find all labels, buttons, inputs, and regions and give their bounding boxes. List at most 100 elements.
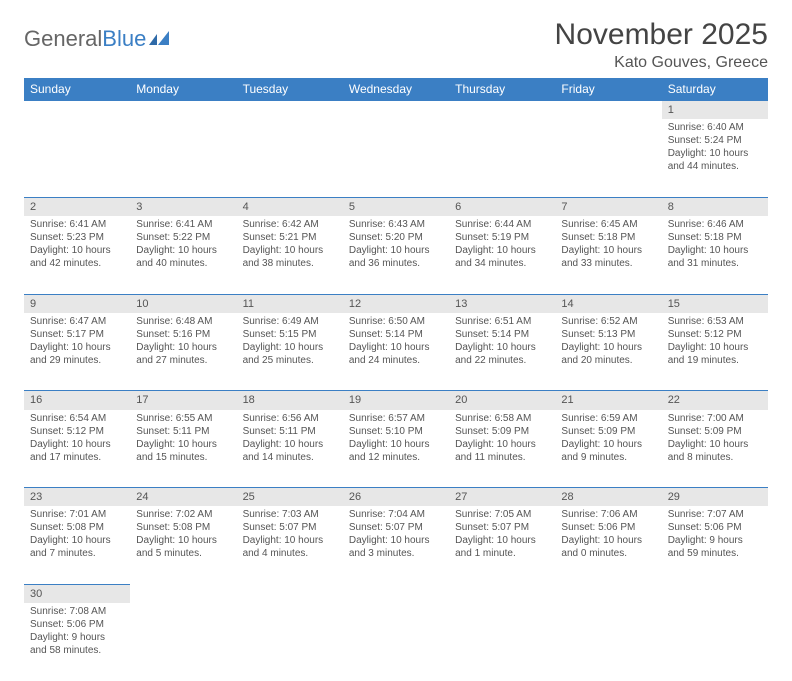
sunrise-line: Sunrise: 6:41 AM: [30, 218, 124, 231]
day-detail-cell: Sunrise: 7:00 AMSunset: 5:09 PMDaylight:…: [662, 410, 768, 488]
daylight-line: Daylight: 10 hours and 33 minutes.: [561, 244, 655, 270]
daylight-line: Daylight: 10 hours and 0 minutes.: [561, 534, 655, 560]
day-number-cell: 16: [24, 391, 130, 410]
day-detail-cell: [343, 603, 449, 681]
day-detail-cell: Sunrise: 7:04 AMSunset: 5:07 PMDaylight:…: [343, 506, 449, 584]
sunrise-line: Sunrise: 6:49 AM: [243, 315, 337, 328]
sunset-line: Sunset: 5:08 PM: [30, 521, 124, 534]
daylight-line: Daylight: 10 hours and 15 minutes.: [136, 438, 230, 464]
weekday-header: Saturday: [662, 78, 768, 101]
sunset-line: Sunset: 5:09 PM: [668, 425, 762, 438]
day-detail-row: Sunrise: 7:01 AMSunset: 5:08 PMDaylight:…: [24, 506, 768, 584]
sunset-line: Sunset: 5:08 PM: [136, 521, 230, 534]
logo: GeneralBlue: [24, 18, 171, 52]
day-number-row: 1: [24, 101, 768, 120]
day-detail-row: Sunrise: 6:41 AMSunset: 5:23 PMDaylight:…: [24, 216, 768, 294]
day-number-cell: 4: [237, 197, 343, 216]
day-number-row: 9101112131415: [24, 294, 768, 313]
sunset-line: Sunset: 5:14 PM: [455, 328, 549, 341]
day-number-cell: [130, 101, 236, 120]
daylight-line: Daylight: 10 hours and 1 minute.: [455, 534, 549, 560]
day-detail-cell: Sunrise: 6:42 AMSunset: 5:21 PMDaylight:…: [237, 216, 343, 294]
sunset-line: Sunset: 5:07 PM: [243, 521, 337, 534]
daylight-line: Daylight: 10 hours and 38 minutes.: [243, 244, 337, 270]
day-number-cell: [237, 101, 343, 120]
day-number-cell: 3: [130, 197, 236, 216]
daylight-line: Daylight: 10 hours and 31 minutes.: [668, 244, 762, 270]
daylight-line: Daylight: 10 hours and 3 minutes.: [349, 534, 443, 560]
day-detail-cell: Sunrise: 7:07 AMSunset: 5:06 PMDaylight:…: [662, 506, 768, 584]
day-detail-cell: Sunrise: 6:50 AMSunset: 5:14 PMDaylight:…: [343, 313, 449, 391]
day-detail-cell: Sunrise: 7:06 AMSunset: 5:06 PMDaylight:…: [555, 506, 661, 584]
day-detail-cell: [343, 119, 449, 197]
sunset-line: Sunset: 5:18 PM: [561, 231, 655, 244]
sunrise-line: Sunrise: 6:50 AM: [349, 315, 443, 328]
daylight-line: Daylight: 10 hours and 34 minutes.: [455, 244, 549, 270]
day-number-row: 16171819202122: [24, 391, 768, 410]
day-detail-cell: Sunrise: 6:44 AMSunset: 5:19 PMDaylight:…: [449, 216, 555, 294]
sunset-line: Sunset: 5:11 PM: [243, 425, 337, 438]
sunset-line: Sunset: 5:17 PM: [30, 328, 124, 341]
day-number-cell: 9: [24, 294, 130, 313]
sunrise-line: Sunrise: 6:42 AM: [243, 218, 337, 231]
day-number-cell: 15: [662, 294, 768, 313]
day-detail-row: Sunrise: 6:40 AMSunset: 5:24 PMDaylight:…: [24, 119, 768, 197]
weekday-header: Sunday: [24, 78, 130, 101]
sunset-line: Sunset: 5:20 PM: [349, 231, 443, 244]
daylight-line: Daylight: 10 hours and 36 minutes.: [349, 244, 443, 270]
daylight-line: Daylight: 10 hours and 29 minutes.: [30, 341, 124, 367]
sunset-line: Sunset: 5:10 PM: [349, 425, 443, 438]
day-number-cell: 8: [662, 197, 768, 216]
sunset-line: Sunset: 5:09 PM: [561, 425, 655, 438]
sunset-line: Sunset: 5:07 PM: [349, 521, 443, 534]
day-detail-cell: Sunrise: 7:02 AMSunset: 5:08 PMDaylight:…: [130, 506, 236, 584]
daylight-line: Daylight: 10 hours and 19 minutes.: [668, 341, 762, 367]
day-detail-cell: Sunrise: 6:43 AMSunset: 5:20 PMDaylight:…: [343, 216, 449, 294]
day-detail-cell: [130, 119, 236, 197]
logo-text-general: General: [24, 26, 102, 52]
day-detail-cell: Sunrise: 6:56 AMSunset: 5:11 PMDaylight:…: [237, 410, 343, 488]
day-detail-cell: [130, 603, 236, 681]
daylight-line: Daylight: 10 hours and 24 minutes.: [349, 341, 443, 367]
sunrise-line: Sunrise: 6:57 AM: [349, 412, 443, 425]
sunrise-line: Sunrise: 7:06 AM: [561, 508, 655, 521]
calendar-table: SundayMondayTuesdayWednesdayThursdayFrid…: [24, 78, 768, 681]
daylight-line: Daylight: 10 hours and 22 minutes.: [455, 341, 549, 367]
sunset-line: Sunset: 5:21 PM: [243, 231, 337, 244]
sunset-line: Sunset: 5:19 PM: [455, 231, 549, 244]
day-number-cell: [555, 101, 661, 120]
day-number-cell: 28: [555, 488, 661, 507]
day-number-cell: [449, 584, 555, 603]
daylight-line: Daylight: 10 hours and 4 minutes.: [243, 534, 337, 560]
day-detail-cell: Sunrise: 6:58 AMSunset: 5:09 PMDaylight:…: [449, 410, 555, 488]
day-number-cell: 13: [449, 294, 555, 313]
day-detail-cell: Sunrise: 6:41 AMSunset: 5:22 PMDaylight:…: [130, 216, 236, 294]
day-detail-cell: Sunrise: 7:05 AMSunset: 5:07 PMDaylight:…: [449, 506, 555, 584]
sunrise-line: Sunrise: 6:41 AM: [136, 218, 230, 231]
day-number-row: 30: [24, 584, 768, 603]
day-number-cell: 11: [237, 294, 343, 313]
sunrise-line: Sunrise: 6:58 AM: [455, 412, 549, 425]
sunrise-line: Sunrise: 7:03 AM: [243, 508, 337, 521]
daylight-line: Daylight: 9 hours and 58 minutes.: [30, 631, 124, 657]
title-block: November 2025 Kato Gouves, Greece: [555, 18, 768, 72]
day-number-row: 2345678: [24, 197, 768, 216]
weekday-header: Friday: [555, 78, 661, 101]
day-detail-cell: Sunrise: 7:03 AMSunset: 5:07 PMDaylight:…: [237, 506, 343, 584]
day-detail-cell: [24, 119, 130, 197]
day-number-cell: 18: [237, 391, 343, 410]
day-detail-cell: Sunrise: 6:51 AMSunset: 5:14 PMDaylight:…: [449, 313, 555, 391]
daylight-line: Daylight: 10 hours and 20 minutes.: [561, 341, 655, 367]
sunrise-line: Sunrise: 6:55 AM: [136, 412, 230, 425]
sunrise-line: Sunrise: 7:05 AM: [455, 508, 549, 521]
daylight-line: Daylight: 10 hours and 5 minutes.: [136, 534, 230, 560]
weekday-header: Thursday: [449, 78, 555, 101]
sunrise-line: Sunrise: 6:47 AM: [30, 315, 124, 328]
weekday-header: Monday: [130, 78, 236, 101]
sunrise-line: Sunrise: 7:02 AM: [136, 508, 230, 521]
sunset-line: Sunset: 5:12 PM: [668, 328, 762, 341]
day-detail-cell: [555, 603, 661, 681]
weekday-header-row: SundayMondayTuesdayWednesdayThursdayFrid…: [24, 78, 768, 101]
day-number-cell: 14: [555, 294, 661, 313]
logo-flag-icon: [149, 31, 171, 47]
